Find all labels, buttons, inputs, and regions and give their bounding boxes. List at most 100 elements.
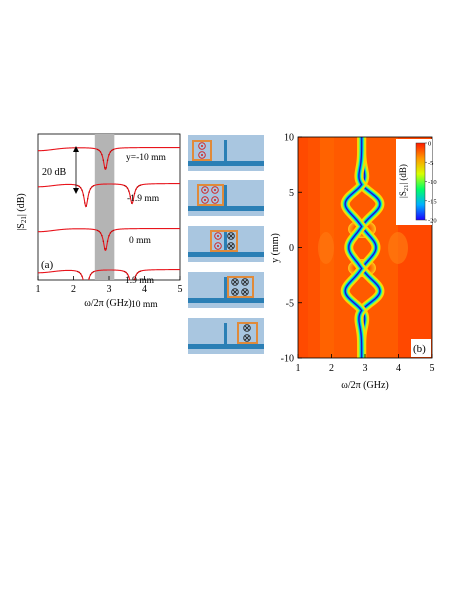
- x-tick-label: 4: [396, 363, 401, 374]
- colorbar-tick-label: -5: [428, 160, 433, 167]
- data-point: [78, 271, 80, 274]
- y-tick-label: 0: [289, 243, 294, 254]
- data-point: [86, 291, 87, 292]
- stub: [224, 140, 227, 162]
- scale-bar: 20 dB: [42, 146, 79, 194]
- x-tick-label: 5: [178, 284, 183, 295]
- data-point: [138, 271, 140, 273]
- stripline: [188, 161, 264, 166]
- x-tick-label: 3: [363, 363, 368, 374]
- data-point: [91, 272, 93, 274]
- data-point: [98, 320, 99, 321]
- stripline: [188, 206, 264, 211]
- data-point: [87, 198, 89, 200]
- schematic-4: [188, 272, 264, 308]
- cross-icon: [231, 288, 239, 296]
- data-point: [108, 154, 110, 156]
- y-tick-label: -5: [286, 298, 294, 309]
- curve-label-1.9: 1.9 mm: [125, 276, 155, 286]
- x-tick-label: 2: [329, 363, 334, 374]
- data-point: [85, 205, 87, 207]
- coupling-loop: [237, 322, 258, 344]
- data-point: [126, 187, 129, 189]
- data-point: [136, 186, 139, 188]
- data-point: [106, 159, 109, 161]
- panel-a-ylabel: |S21| (dB): [16, 193, 28, 230]
- y-tick-label: 5: [289, 188, 294, 199]
- dot-icon: [201, 196, 209, 204]
- schematic-2: [188, 180, 264, 216]
- data-point: [78, 185, 80, 188]
- data-point: [113, 319, 114, 320]
- cross-icon: [243, 334, 251, 342]
- data-point: [104, 167, 106, 169]
- shaded-band: [94, 134, 115, 280]
- transmission-curves: [38, 146, 180, 338]
- data-point: [82, 194, 85, 196]
- colorbar-tick-label: 0: [428, 141, 431, 148]
- data-point: [111, 320, 112, 321]
- dot-icon: [214, 242, 222, 250]
- coupling-loop: [210, 230, 238, 252]
- data-point: [98, 230, 100, 233]
- cross-icon: [227, 242, 235, 250]
- data-point: [103, 329, 104, 330]
- data-point: [131, 202, 133, 204]
- x-tick-label: 3: [107, 284, 112, 295]
- data-point: [91, 186, 93, 188]
- colorbar-scale: [415, 142, 426, 221]
- data-point: [77, 184, 79, 187]
- cross-icon: [227, 232, 235, 240]
- data-point: [88, 191, 90, 193]
- data-point: [123, 184, 126, 187]
- data-point: [139, 184, 141, 186]
- dot-icon: [198, 151, 206, 159]
- data-point: [105, 337, 106, 338]
- data-point: [135, 188, 137, 191]
- data-point: [132, 199, 134, 202]
- heatmap: [298, 137, 432, 358]
- upper-mode-line: [361, 137, 381, 358]
- dot-icon: [214, 232, 222, 240]
- data-point: [81, 275, 83, 277]
- coupling-loop: [197, 184, 224, 206]
- data-point: [133, 278, 136, 280]
- data-point: [129, 196, 131, 198]
- data-point: [112, 229, 114, 232]
- panel-b-y-ticks: 10 5 0 -5 -10: [281, 133, 302, 365]
- data-point: [123, 270, 126, 273]
- curve-label-y-minus10: y=-10 mm: [126, 153, 167, 163]
- colorbar-label: |S21| (dB): [398, 164, 410, 198]
- dot-icon: [211, 196, 219, 204]
- data-point: [111, 149, 113, 152]
- data-point: [89, 188, 92, 190]
- cross-icon: [243, 324, 251, 332]
- data-point: [98, 149, 100, 152]
- panel-a: 20 dB y=-10 mm -1.9 mm 0 mm 1.9 mm 10 mm…: [16, 133, 183, 338]
- data-point: [81, 189, 83, 191]
- schematic-column: [188, 135, 264, 354]
- data-point: [105, 167, 107, 169]
- data-point: [128, 276, 130, 278]
- data-point: [102, 159, 105, 161]
- panel-b-ylabel: y (mm): [270, 233, 281, 263]
- data-point: [84, 288, 85, 289]
- data-point: [99, 151, 102, 153]
- x-tick-label: 1: [296, 363, 301, 374]
- colorbar-tick-label: -10: [428, 179, 437, 186]
- data-point: [105, 248, 107, 250]
- data-point: [99, 232, 102, 234]
- data-point: [135, 274, 137, 277]
- data-point: [77, 270, 79, 273]
- stub: [224, 323, 227, 345]
- dot-icon: [211, 186, 219, 194]
- panel-b-x-ticks: 1 2 3 4 5: [296, 354, 435, 374]
- data-point: [101, 235, 103, 237]
- data-point: [97, 319, 98, 320]
- y-tick-label: 10: [284, 133, 294, 144]
- schematic-1: [188, 135, 264, 171]
- data-point: [87, 284, 88, 285]
- transmission-curve: [38, 183, 180, 208]
- data-point: [109, 151, 112, 153]
